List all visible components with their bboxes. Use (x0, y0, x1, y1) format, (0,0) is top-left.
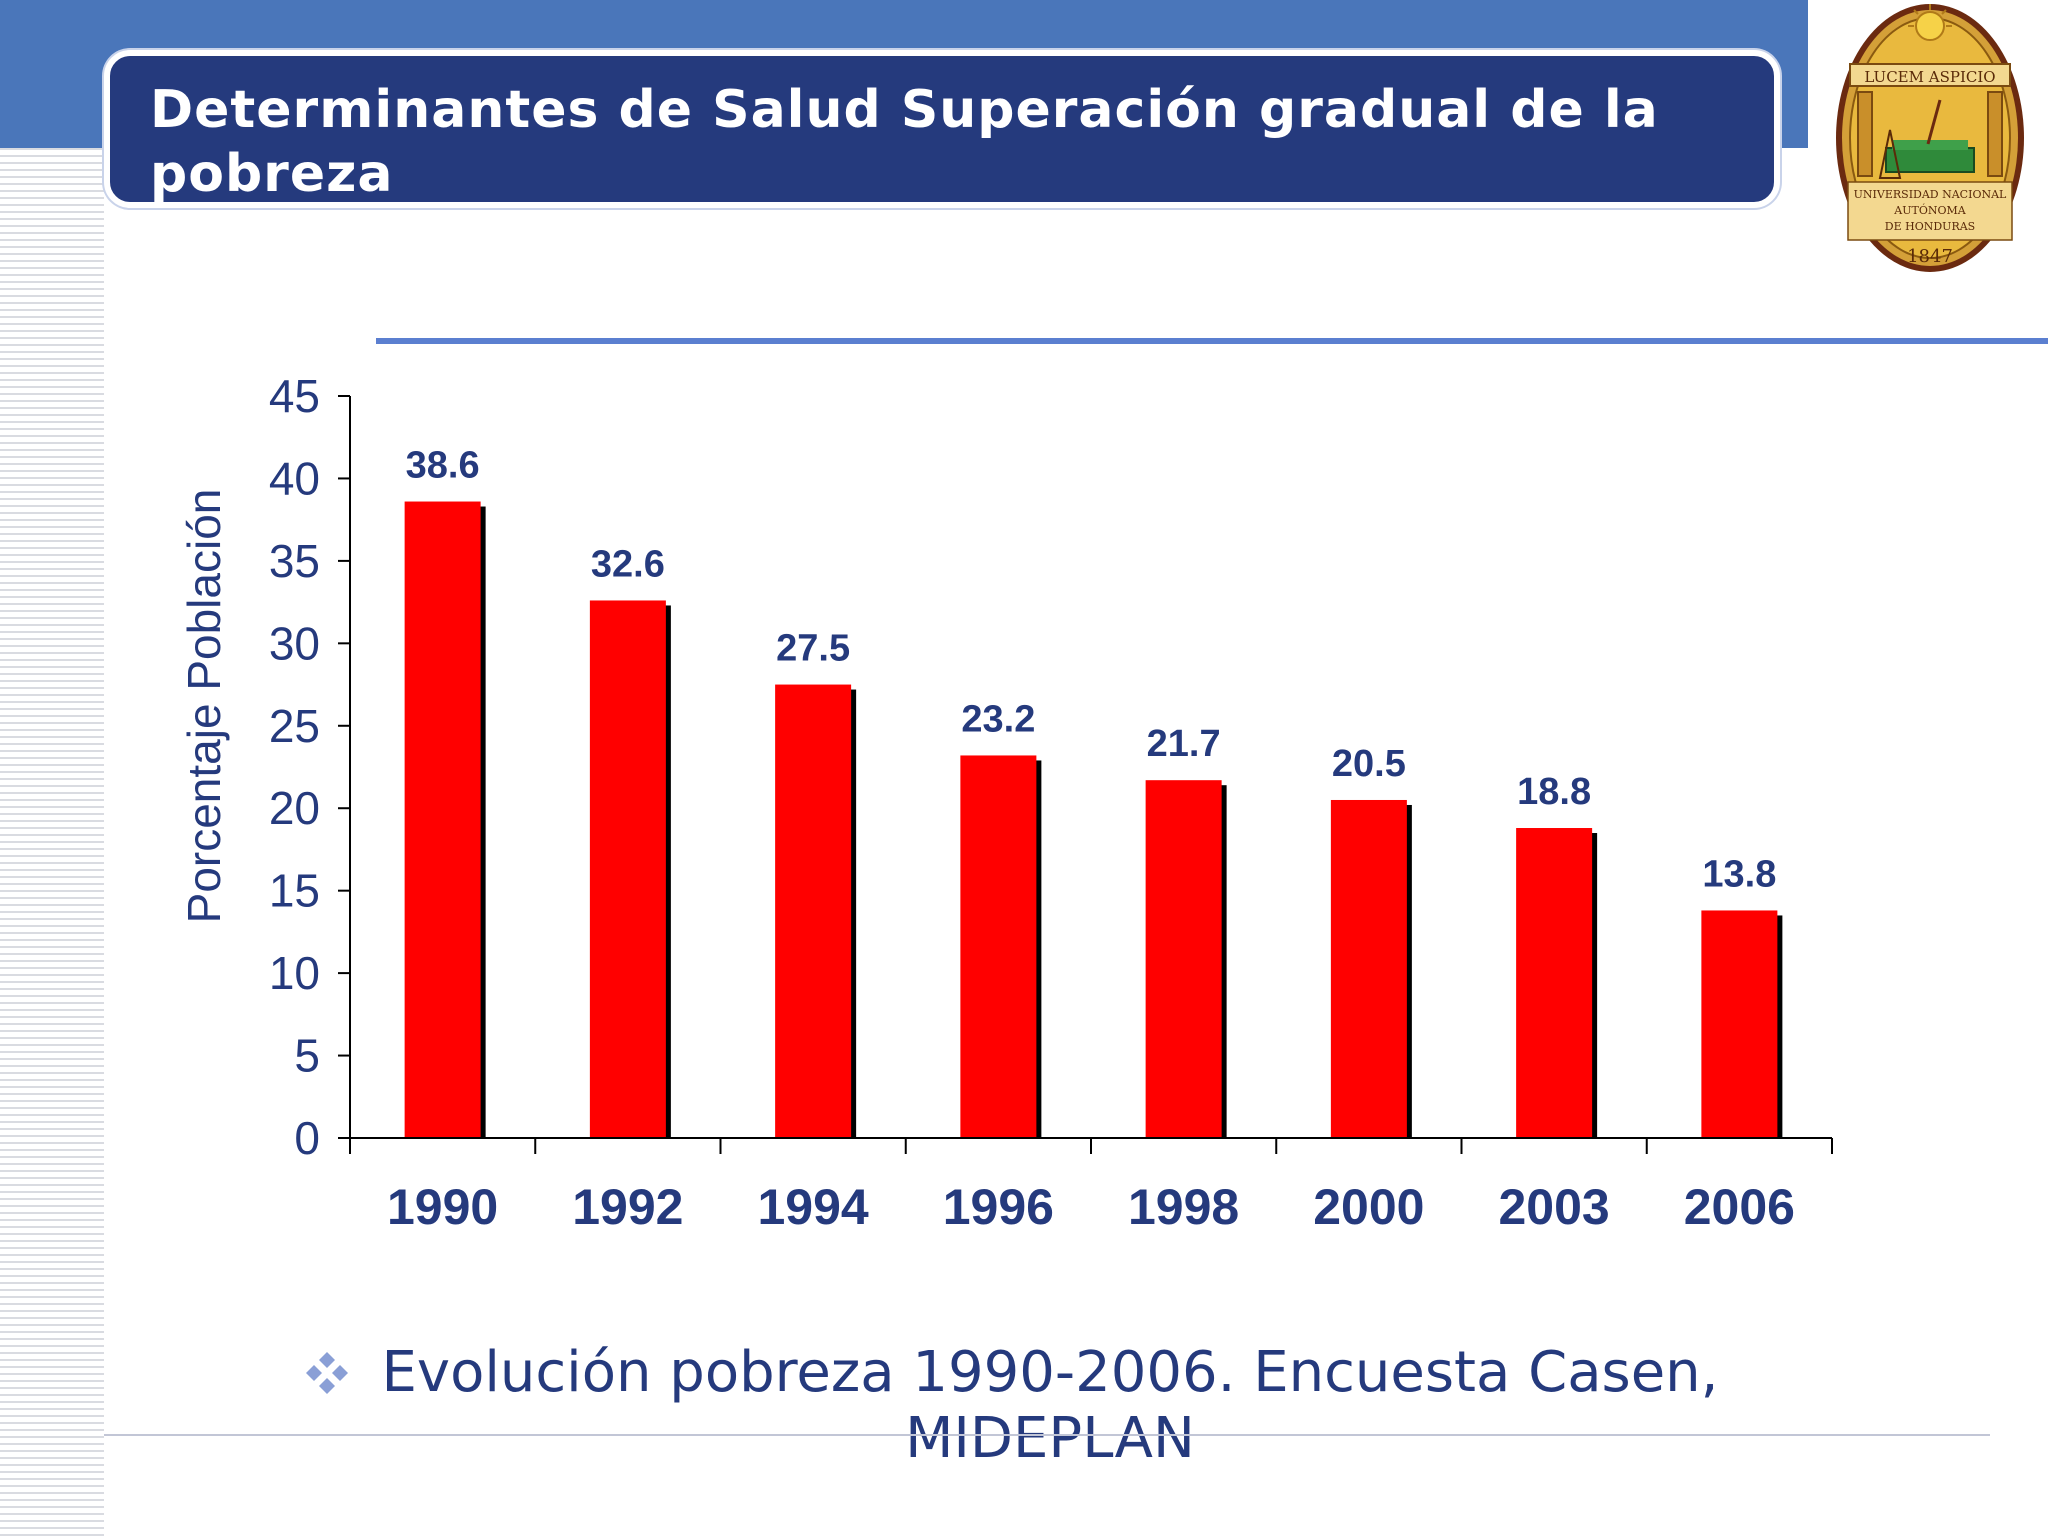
x-tick-label-2006: 2006 (1684, 1179, 1795, 1235)
bar-1994 (775, 684, 852, 1138)
y-tick-label: 0 (294, 1112, 320, 1164)
y-axis: 0 5 10 15 20 25 30 35 40 45 (269, 370, 351, 1164)
bar-1996 (960, 755, 1037, 1138)
data-label-1992: 32.6 (591, 543, 665, 585)
logo-line2: AUTÓNOMA (1893, 203, 1966, 217)
y-tick-label: 10 (269, 947, 320, 999)
x-tick-label-1994: 1994 (758, 1179, 869, 1235)
diamond-bullet-icon (306, 1352, 348, 1394)
bars-group: 38.6 32.6 27.5 23.2 21.7 20.5 18.8 13.8 (404, 445, 1783, 1138)
divider-rule (376, 338, 2048, 344)
y-tick-label: 45 (269, 370, 320, 422)
y-tick-label: 25 (269, 700, 320, 752)
y-tick-label: 30 (269, 617, 320, 669)
data-label-2006: 13.8 (1702, 853, 1776, 895)
logo-line3: DE HONDURAS (1885, 220, 1975, 233)
y-tick-label: 15 (269, 865, 320, 917)
y-tick-label: 35 (269, 535, 320, 587)
x-tick-label-1996: 1996 (943, 1179, 1054, 1235)
title-panel: Determinantes de Salud Superación gradua… (104, 50, 1780, 208)
left-stripes-decoration (0, 148, 104, 1536)
logo-year: 1847 (1907, 246, 1953, 267)
logo-motto: LUCEM ASPICIO (1864, 68, 1995, 86)
x-tick-label-2000: 2000 (1313, 1179, 1424, 1235)
bar-2000 (1330, 799, 1407, 1138)
x-tick-label-2003: 2003 (1499, 1179, 1610, 1235)
y-tick-label: 5 (294, 1030, 320, 1082)
x-tick-label-1998: 1998 (1128, 1179, 1239, 1235)
x-tick-label-1992: 1992 (572, 1179, 683, 1235)
bar-2003 (1516, 828, 1593, 1138)
data-label-1998: 21.7 (1147, 723, 1221, 765)
y-tick-label: 40 (269, 452, 320, 504)
x-axis: 1990 1992 1994 1996 1998 2000 2003 2006 (349, 1137, 1833, 1235)
data-label-1994: 27.5 (776, 628, 850, 670)
bar-1992 (589, 600, 666, 1138)
data-label-2000: 20.5 (1332, 743, 1406, 785)
slide-title: Determinantes de Salud Superación gradua… (150, 80, 1659, 204)
y-axis-label: Porcentaje Población (178, 489, 230, 924)
poverty-bar-chart: Porcentaje Población 051015202530354045 … (178, 370, 1833, 1235)
x-tick-label-1990: 1990 (387, 1179, 498, 1235)
bar-1990 (404, 501, 481, 1138)
bottom-divider (104, 1434, 1990, 1436)
logo-line1: UNIVERSIDAD NACIONAL (1854, 188, 2007, 201)
data-label-1990: 38.6 (406, 445, 480, 487)
university-seal-logo: LUCEM ASPICIO UNIVERSIDAD NACIONAL AUTÓN… (1836, 4, 2024, 272)
bar-2006 (1701, 910, 1778, 1138)
bar-1998 (1145, 780, 1222, 1138)
data-label-2003: 18.8 (1517, 771, 1591, 813)
y-tick-label: 20 (269, 782, 320, 834)
data-label-1996: 23.2 (961, 698, 1035, 740)
chart-caption: Evolución pobreza 1990-2006. Encuesta Ca… (381, 1340, 1719, 1471)
